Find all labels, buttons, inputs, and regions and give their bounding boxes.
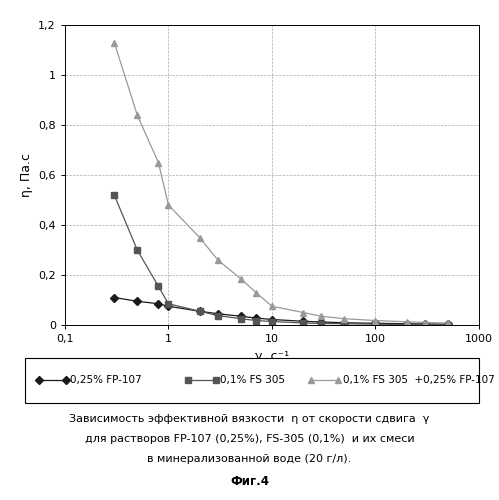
0,1% FS 305 [197,308,203,314]
0,1% FS 305  +0,25% FP-107 [422,320,428,326]
0,1% FS 305 [318,320,324,326]
0,1% FS 305  +0,25% FP-107 [253,290,259,296]
0,1% FS 305 [238,316,244,322]
0,1% FS 305 [445,322,451,328]
Y-axis label: η, Па.с: η, Па.с [19,153,32,197]
0,25% FP-107 [111,294,117,300]
0,1% FS 305 [134,247,140,253]
0,25% FP-107 [253,315,259,321]
0,25% FP-107 [422,321,428,327]
0,25% FP-107 [197,308,203,314]
0,25% FP-107 [341,320,347,326]
0,1% FS 305 [165,300,172,306]
0,25% FP-107 [269,316,275,322]
0,25% FP-107 [404,321,410,327]
0,25% FP-107 [238,313,244,320]
0,25% FP-107 [165,303,172,309]
Line: 0,25% FP-107: 0,25% FP-107 [111,294,451,327]
0,1% FS 305  +0,25% FP-107 [318,313,324,320]
0,1% FS 305 [300,320,306,326]
0,1% FS 305  +0,25% FP-107 [111,40,117,46]
0,1% FS 305 [422,322,428,328]
0,1% FS 305 [341,321,347,327]
0,25% FP-107 [134,298,140,304]
0,25% FP-107 [300,318,306,324]
0,1% FS 305  +0,25% FP-107 [238,276,244,282]
0,25% FP-107 [372,320,378,326]
0,1% FS 305  +0,25% FP-107 [404,319,410,325]
Line: 0,1% FS 305  +0,25% FP-107: 0,1% FS 305 +0,25% FP-107 [111,40,451,326]
Text: в минерализованной воде (20 г/л).: в минерализованной воде (20 г/л). [147,454,352,464]
0,25% FP-107 [155,300,161,306]
0,25% FP-107 [445,321,451,327]
0,1% FS 305  +0,25% FP-107 [197,234,203,240]
Line: 0,1% FS 305: 0,1% FS 305 [111,192,451,328]
0,1% FS 305 [269,318,275,324]
0,1% FS 305  +0,25% FP-107 [372,318,378,324]
0,1% FS 305  +0,25% FP-107 [165,202,172,208]
0,1% FS 305  +0,25% FP-107 [445,320,451,326]
Text: 0,1% FS 305: 0,1% FS 305 [220,375,285,385]
0,1% FS 305  +0,25% FP-107 [341,316,347,322]
Text: Зависимость эффективной вязкости  η от скорости сдвига  γ: Зависимость эффективной вязкости η от ск… [69,414,430,424]
0,1% FS 305 [253,318,259,324]
0,1% FS 305  +0,25% FP-107 [269,303,275,309]
Text: 0,25% FP-107: 0,25% FP-107 [70,375,142,385]
0,1% FS 305 [155,283,161,289]
0,1% FS 305 [404,322,410,328]
Text: 0,1% FS 305  +0,25% FP-107: 0,1% FS 305 +0,25% FP-107 [343,375,495,385]
0,1% FS 305  +0,25% FP-107 [215,257,221,263]
0,1% FS 305 [215,312,221,318]
X-axis label: γ, с⁻¹: γ, с⁻¹ [255,350,289,362]
0,1% FS 305 [372,321,378,327]
0,25% FP-107 [318,319,324,325]
0,1% FS 305  +0,25% FP-107 [300,310,306,316]
Text: для растворов FP-107 (0,25%), FS-305 (0,1%)  и их смеси: для растворов FP-107 (0,25%), FS-305 (0,… [85,434,414,444]
0,1% FS 305  +0,25% FP-107 [155,160,161,166]
0,1% FS 305  +0,25% FP-107 [134,112,140,118]
0,25% FP-107 [215,310,221,317]
0,1% FS 305 [111,192,117,198]
Text: Фиг.4: Фиг.4 [230,475,269,488]
FancyBboxPatch shape [25,358,479,403]
